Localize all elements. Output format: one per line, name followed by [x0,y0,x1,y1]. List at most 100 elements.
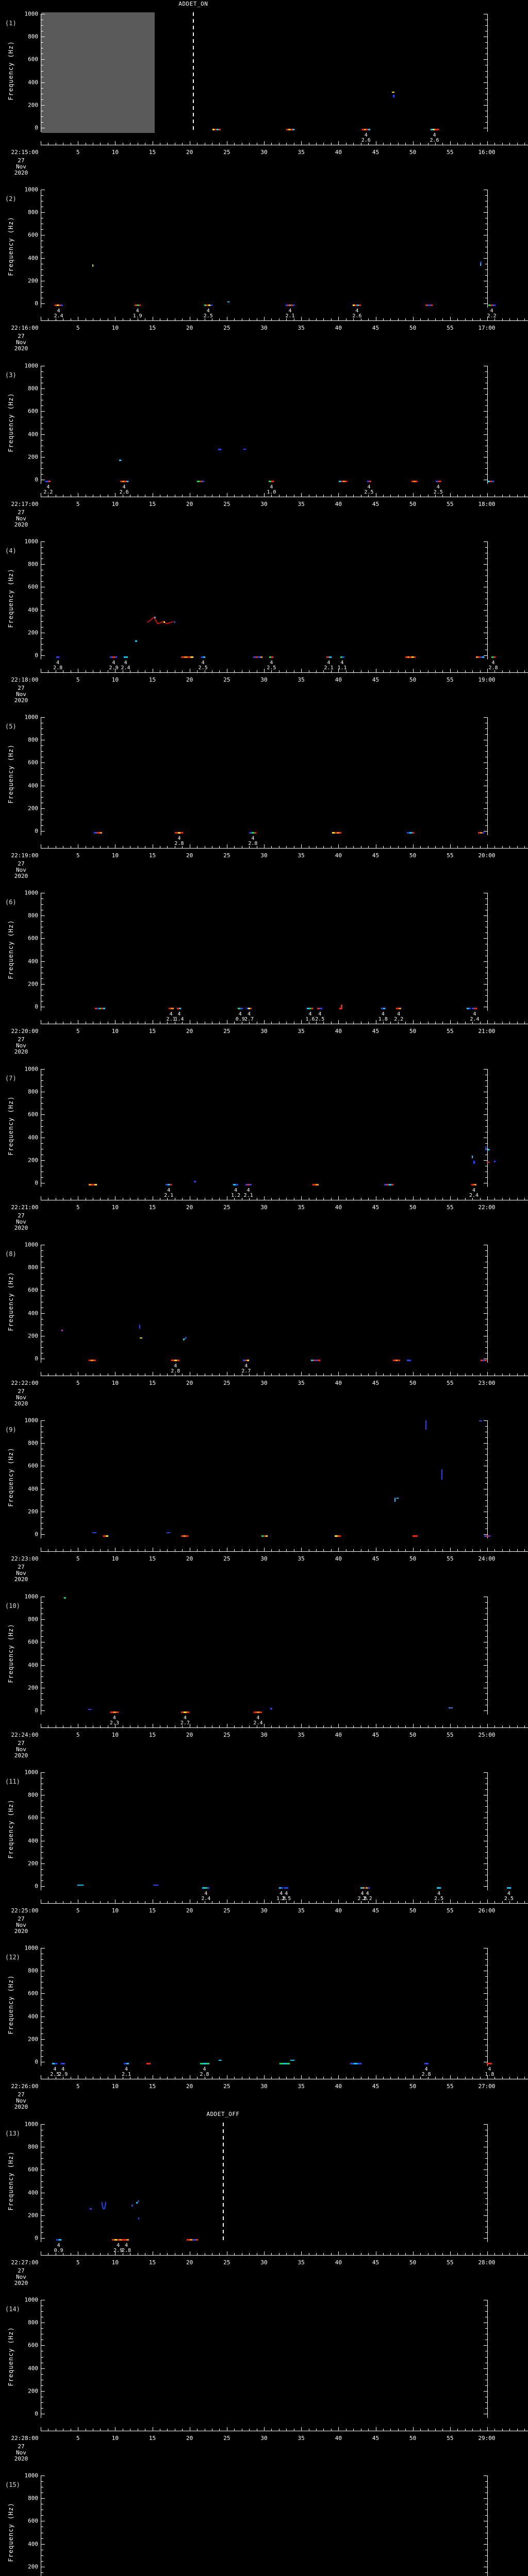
x-axis-tick [524,1549,525,1551]
x-axis-tick [517,1022,518,1024]
event-value-label: 1.6 [305,1016,315,1022]
x-axis-start-time-label: 22:21:00 [11,1204,39,1211]
x-axis-tick [234,1901,235,1903]
y-axis-tick [485,751,487,752]
panel-index-label: (5) [5,723,16,730]
y-tick-label: 400 [28,2365,38,2372]
x-tick-label: 15 [148,1555,156,1562]
y-axis-tick [485,1103,487,1104]
x-tick-label: 5 [76,1732,80,1738]
x-axis-tick [249,846,250,848]
y-tick-label: 200 [28,1157,38,1164]
panel-index-label: (14) [5,2306,20,2313]
event-color-segment [484,1360,487,1361]
x-axis-tick [115,2427,116,2431]
x-axis-tick [383,670,384,672]
y-axis-tick [41,1682,43,1683]
x-axis-tick [435,1901,436,1903]
x-axis-tick [219,846,220,848]
x-tick-label: 45 [372,1732,380,1738]
x-axis-tick [264,844,265,848]
x-axis-tick [502,1901,503,1903]
event-count-label: 4 [366,1891,369,1896]
x-axis-tick [167,670,168,672]
detection-event-mark [424,2063,428,2064]
event-color-segment [201,656,203,658]
x-tick-label: 20 [186,325,193,331]
event-color-segment [119,2239,122,2241]
y-axis-tick [41,1001,43,1002]
event-count-label: 4 [112,1715,116,1721]
x-tick-label: 35 [298,501,305,507]
x-axis-tick [271,1374,272,1376]
x-axis-tick [502,1022,503,1024]
event-color-segment [271,481,274,482]
event-color-segment [177,832,181,834]
y-axis-title: Frequency (Hz) [7,2151,14,2211]
event-color-segment [252,832,254,834]
event-color-segment [174,1360,177,1361]
y-axis-tick [485,1273,487,1274]
y-axis-tick [41,961,45,962]
x-axis-tick [323,2429,324,2431]
event-color-segment [233,1184,236,1185]
x-axis-tick [264,1548,265,1551]
y-axis-tick [485,1347,487,1348]
date-label-month: Nov [16,1746,26,1753]
detection-event-mark [279,2063,290,2064]
event-color-segment [412,1535,418,1537]
y-tick-label: 600 [28,935,38,942]
y-axis-tick [41,1789,43,1790]
x-tick-label: 55 [447,676,454,683]
y-axis-tick [41,1443,45,1444]
event-value-label: 2.4 [253,1720,263,1726]
spectral-feature-dot [63,1597,66,1599]
x-axis-tick [442,2429,443,2431]
y-axis-tick [41,2515,43,2516]
y-axis-tick [484,1534,487,1535]
event-color-segment [384,1184,387,1185]
y-axis-tick [485,1120,487,1121]
event-color-segment [360,1887,362,1889]
event-color-segment [490,481,492,482]
spectrogram-panel-7: (7) Frequency (Hz) 0 200 400 600 800 1000 5 10 1… [0,1055,528,1231]
y-axis-right [487,2300,488,2418]
event-color-segment [480,1360,483,1361]
x-axis-tick [442,670,443,672]
spectral-feature-dot [194,1180,196,1182]
x-axis-tick [450,2427,451,2431]
y-axis-tick [41,791,43,792]
x-axis-tick [524,143,525,145]
y-axis-tick [41,541,45,542]
y-axis-tick [41,105,45,106]
x-axis-tick [494,670,496,672]
x-axis-tick [502,143,503,145]
y-axis-tick [485,1880,487,1881]
x-axis-tick [301,317,302,320]
x-tick-label: 20 [186,1732,193,1738]
x-axis-tick [323,1022,324,1024]
x-axis-tick [167,1022,168,1024]
x-axis-tick [435,143,436,145]
y-tick-label: 0 [35,2234,38,2242]
y-axis-tick [41,116,43,117]
y-tick-label: 600 [28,408,38,415]
spectral-feature-dot [173,621,175,623]
x-axis-tick [487,1196,488,1200]
x-axis-tick [316,1549,317,1551]
x-axis-tick [167,2253,168,2255]
x-axis-tick [219,318,220,320]
x-axis-tick [331,318,332,320]
y-axis-tick [484,609,487,611]
event-value-label: 2.8 [174,841,184,846]
x-axis-tick [457,2429,458,2431]
x-axis-tick [264,1020,265,1024]
x-tick-label: 5 [76,1380,80,1386]
event-color-segment [237,1008,240,1009]
event-value-label: 2.5 [315,1016,325,1022]
x-axis-tick [390,1198,391,1200]
event-color-segment [171,1008,174,1009]
x-axis-tick [480,1901,481,1903]
x-tick-label: 50 [409,501,417,507]
y-axis-tick [484,2345,487,2346]
